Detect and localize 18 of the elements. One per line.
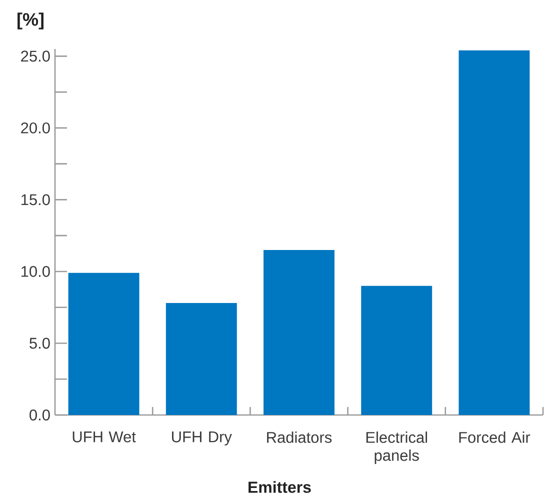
- x-tick-label: Electrical panels: [366, 432, 427, 464]
- y-tick-label: 5.0: [30, 338, 50, 349]
- x-tick-label: Forced Air: [459, 432, 530, 443]
- y-tick-label: 10.0: [22, 266, 50, 277]
- y-tick-label: 0.0: [30, 410, 50, 420]
- bar: [68, 272, 140, 415]
- x-axis-title: Emitters: [248, 481, 311, 493]
- x-tick-label: UFH Wet: [72, 432, 136, 442]
- y-tick-label: 25.0: [21, 50, 50, 62]
- y-axis-title: [%]: [18, 12, 44, 30]
- bar: [166, 303, 237, 415]
- x-tick-label: Radiators: [267, 432, 332, 443]
- bar: [458, 50, 530, 415]
- x-tick-label: UFH Dry: [172, 432, 232, 446]
- y-tick-label: 20.0: [21, 122, 50, 134]
- y-tick-label: 15.0: [22, 194, 50, 206]
- bar: [361, 286, 432, 415]
- bar: [264, 250, 334, 415]
